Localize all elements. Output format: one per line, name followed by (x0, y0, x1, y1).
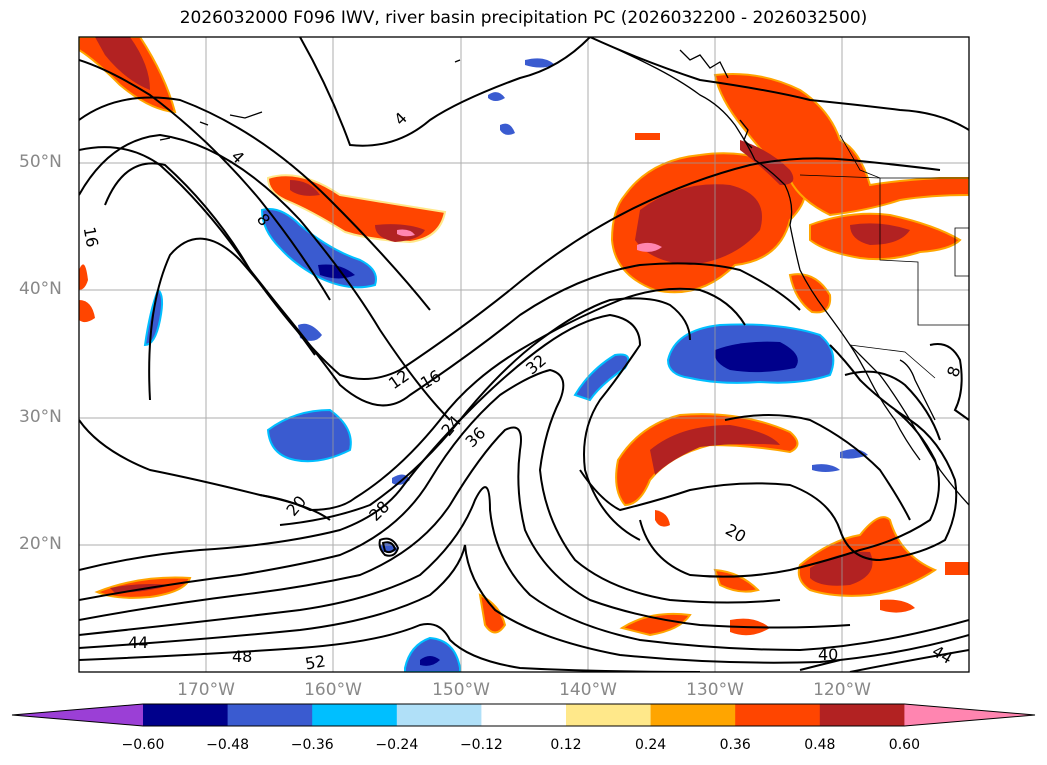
colorbar-tick-label: −0.12 (459, 737, 503, 753)
lon-label-140w: 140°W (559, 680, 617, 700)
colorbar-tick-label: 0.12 (550, 737, 582, 753)
colorbar-extension-high (904, 704, 1035, 726)
colorbar-segment (227, 704, 313, 726)
contour-label: 16 (80, 225, 102, 248)
colorbar-segment (735, 704, 821, 726)
colorbar-tick-label: −0.24 (375, 737, 419, 753)
colorbar-segment (481, 704, 567, 726)
colorbar-segment (143, 704, 229, 726)
colorbar-outline (11, 703, 1036, 727)
iwv-contours (79, 37, 969, 672)
contour-label: 4 (227, 147, 248, 168)
lat-label-50n: 50°N (19, 152, 62, 172)
colorbar-tick-label: 0.60 (888, 737, 920, 753)
lon-label-160w: 160°W (304, 680, 362, 700)
map-plot-area (79, 37, 969, 672)
contour-label: 48 (232, 647, 252, 666)
lon-label-150w: 150°W (432, 680, 490, 700)
contour-label: 44 (128, 633, 148, 652)
contour-label: 36 (462, 423, 490, 451)
lon-label-120w: 120°W (813, 680, 871, 700)
map-gridlines (79, 37, 969, 672)
contour-label: 20 (722, 520, 749, 547)
colorbar-segment (819, 704, 905, 726)
contour-label: 40 (818, 645, 838, 664)
colorbar-tick-label: −0.36 (290, 737, 334, 753)
colorbar-extension-low (12, 704, 143, 726)
colorbar-tick-label: 0.48 (804, 737, 836, 753)
contour-label: 4 (390, 108, 411, 129)
negative-anomaly-areas (143, 58, 868, 672)
contour-label: 20 (282, 492, 310, 520)
contour-label: 52 (304, 651, 327, 673)
lon-label-170w: 170°W (177, 680, 235, 700)
colorbar-segment (396, 704, 482, 726)
lat-label-30n: 30°N (19, 407, 62, 427)
colorbar (11, 703, 1036, 727)
colorbar-segment (650, 704, 736, 726)
colorbar-tick-label: −0.48 (206, 737, 250, 753)
political-borders (799, 134, 969, 379)
colorbar-tick-label: 0.36 (719, 737, 751, 753)
map-frame (78, 36, 970, 673)
colorbar-segment (312, 704, 398, 726)
lon-label-130w: 130°W (686, 680, 744, 700)
lat-label-40n: 40°N (19, 279, 62, 299)
contour-label: 32 (522, 351, 550, 379)
lat-label-20n: 20°N (19, 534, 62, 554)
colorbar-tick-label: 0.24 (635, 737, 667, 753)
colorbar-segment (566, 704, 652, 726)
map-title: 2026032000 F096 IWV, river basin precipi… (179, 8, 868, 28)
colorbar-tick-label: −0.60 (121, 737, 165, 753)
